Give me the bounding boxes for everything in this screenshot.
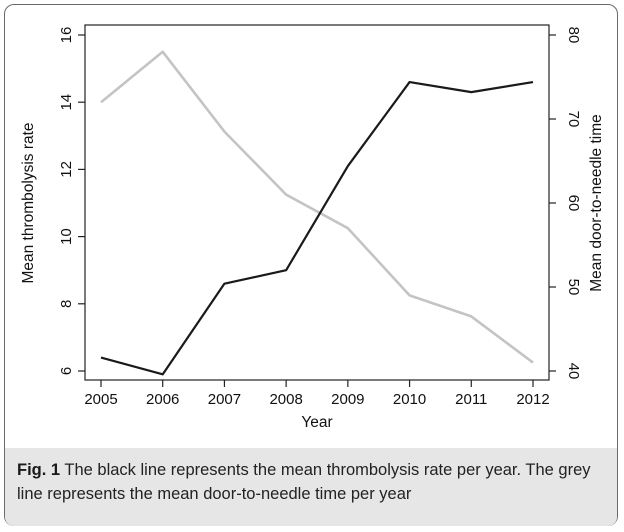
y-axis-right: 40 50 60 70 80 bbox=[549, 27, 582, 380]
y-left-tick-label: 6 bbox=[58, 367, 75, 375]
x-tick-label: 2010 bbox=[393, 391, 426, 408]
plot-area bbox=[84, 24, 550, 381]
y-left-tick-label: 16 bbox=[58, 27, 75, 44]
x-axis-title: Year bbox=[301, 414, 332, 431]
x-tick-label: 2006 bbox=[146, 391, 179, 408]
y-left-tick-label: 8 bbox=[58, 300, 75, 308]
y-right-tick-label: 50 bbox=[565, 279, 582, 296]
caption-label: Fig. 1 bbox=[17, 461, 61, 479]
thrombolysis-rate-line bbox=[100, 80, 534, 376]
y-left-tick-label: 10 bbox=[58, 228, 75, 245]
y-axis-right-title: Mean door-to-needle time bbox=[588, 114, 605, 292]
y-right-tick-label: 40 bbox=[565, 363, 582, 380]
x-tick-label: 2007 bbox=[208, 391, 241, 408]
y-right-tick-label: 60 bbox=[565, 195, 582, 212]
y-left-tick-label: 14 bbox=[58, 94, 75, 111]
x-tick-label: 2011 bbox=[455, 391, 487, 408]
x-tick-label: 2008 bbox=[269, 391, 302, 408]
x-tick-label: 2009 bbox=[331, 391, 364, 408]
figure-frame: 2005 2006 2007 2008 2009 2010 2011 2012 6 8 10 12 1… bbox=[4, 4, 618, 526]
door-to-needle-line bbox=[100, 50, 534, 364]
x-tick-label: 2012 bbox=[516, 391, 549, 408]
y-right-tick-label: 80 bbox=[565, 27, 582, 44]
series-layer bbox=[100, 50, 534, 376]
dual-axis-line-chart: 2005 2006 2007 2008 2009 2010 2011 2012 6 8 10 12 1… bbox=[20, 24, 605, 431]
y-left-tick-label: 12 bbox=[58, 161, 75, 178]
caption-text: The black line represents the mean throm… bbox=[17, 461, 591, 503]
y-right-tick-label: 70 bbox=[565, 111, 582, 128]
y-axis-left: 6 8 10 12 14 16 bbox=[58, 27, 85, 375]
plot-border bbox=[84, 24, 550, 381]
x-axis: 2005 2006 2007 2008 2009 2010 2011 2012 bbox=[84, 380, 550, 408]
y-axis-left-title: Mean thrombolysis rate bbox=[20, 122, 37, 283]
figure-caption: Fig. 1 The black line represents the mea… bbox=[5, 448, 617, 526]
x-tick-label: 2005 bbox=[84, 391, 117, 408]
